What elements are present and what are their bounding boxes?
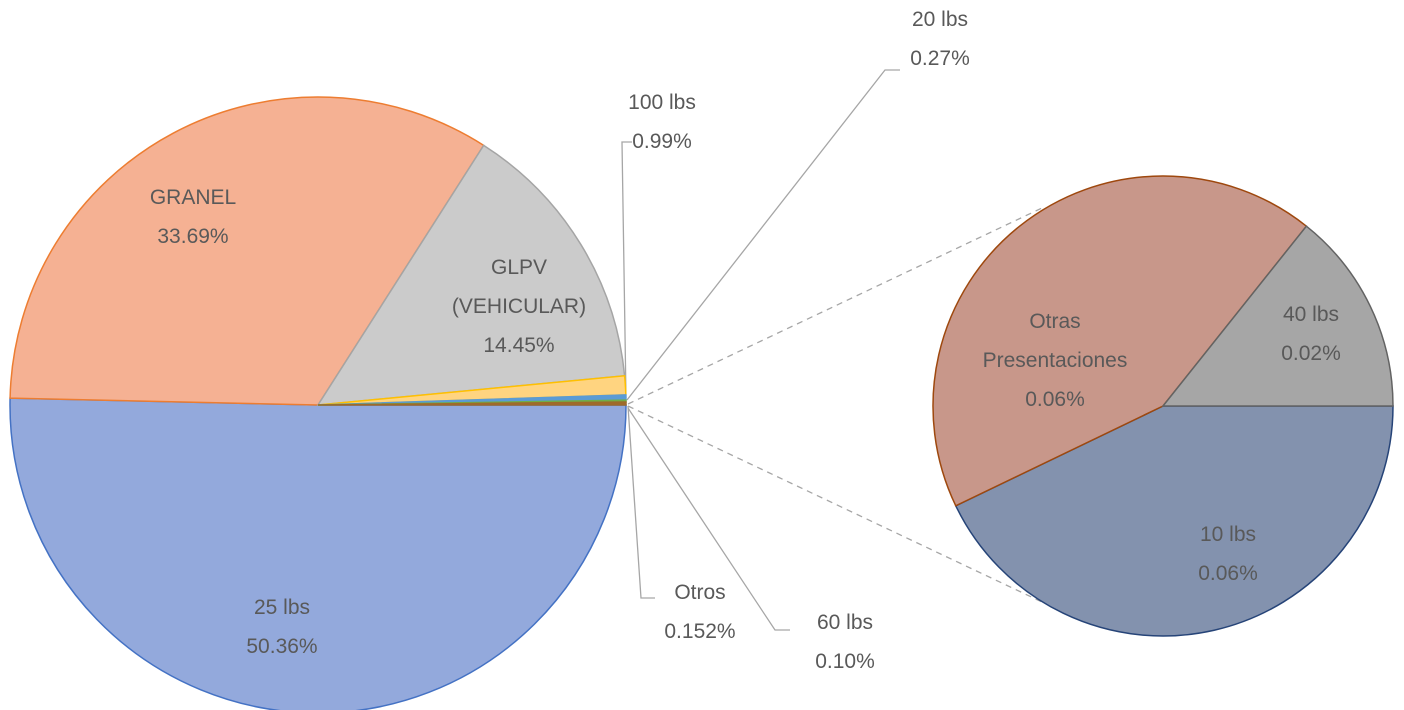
leader-line: [621, 141, 632, 399]
pie-slice: [317, 401, 627, 406]
slice-name: 10 lbs: [1199, 523, 1257, 546]
slice-name: GRANEL: [149, 186, 237, 209]
slice-name: 60 lbs: [816, 611, 874, 634]
slice-name: 20 lbs: [911, 8, 969, 31]
slice-label: Otras Presentaciones 0.06%: [970, 302, 1140, 419]
pie-slice: [932, 175, 1308, 507]
pie-slice: [954, 405, 1394, 637]
slice-value: 50.36%: [246, 635, 318, 658]
slice-name: Otras Presentaciones: [982, 310, 1128, 372]
slice-label: 60 lbs 0.10%: [760, 603, 930, 681]
slice-value: 0.02%: [1281, 342, 1341, 365]
slice-label: 100 lbs 0.99%: [577, 83, 747, 161]
slice-value: 0.10%: [815, 650, 875, 673]
pie-slice: [316, 144, 626, 406]
slice-label: GRANEL 33.69%: [108, 178, 278, 256]
slice-name: 25 lbs: [253, 596, 311, 619]
slice-value: 0.99%: [632, 130, 692, 153]
slice-label: Otros 0.152%: [615, 573, 785, 651]
slice-label: 40 lbs 0.02%: [1226, 295, 1396, 373]
leader-line: [626, 69, 900, 401]
leader-line: [627, 407, 790, 631]
slice-label: 25 lbs 50.36%: [197, 588, 367, 666]
slice-value: 0.27%: [910, 47, 970, 70]
slice-name: 40 lbs: [1282, 303, 1340, 326]
slice-name: Otros: [674, 581, 726, 604]
slice-label: GLPV (VEHICULAR) 14.45%: [434, 248, 604, 365]
slice-value: 14.45%: [483, 334, 555, 357]
slice-value: 33.69%: [157, 225, 229, 248]
pie-slice: [9, 397, 627, 710]
slice-value: 0.06%: [1025, 388, 1085, 411]
leader-lines: [621, 69, 900, 631]
slice-name: 100 lbs: [628, 91, 696, 114]
slice-value: 0.06%: [1198, 562, 1258, 585]
slice-label: 20 lbs 0.27%: [855, 0, 1025, 78]
leader-line: [627, 405, 655, 599]
slice-label: 10 lbs 0.06%: [1143, 515, 1313, 593]
pie-slice: [1161, 225, 1394, 407]
pie-slice: [9, 96, 485, 406]
slice-value: 0.152%: [664, 620, 736, 643]
slice-name: GLPV (VEHICULAR): [451, 256, 587, 318]
